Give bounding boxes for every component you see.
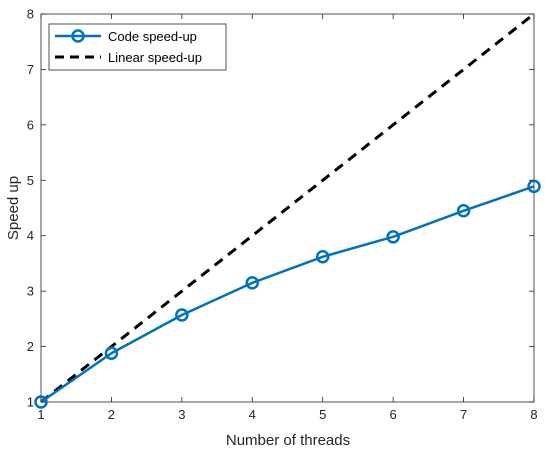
series-layer	[34, 12, 541, 409]
legend-label-linear-speed-up: Linear speed-up	[108, 50, 202, 65]
plot-area	[40, 13, 535, 403]
y-tick-label: 4	[27, 228, 34, 243]
y-tick-label: 8	[27, 7, 34, 22]
data-point-code-speed-up	[527, 179, 541, 194]
x-tick-label: 6	[390, 407, 397, 422]
x-tick-label: 8	[530, 407, 537, 422]
data-point-code-speed-up	[386, 230, 400, 244]
x-axis: 1 2 3 4 5 6 7 8	[37, 14, 538, 422]
plot-frame	[40, 13, 535, 403]
x-tick-label: 3	[178, 407, 185, 422]
data-point-code-speed-up	[315, 250, 330, 264]
y-tick-label: 7	[27, 62, 34, 77]
x-tick-label: 5	[319, 407, 326, 422]
data-point-code-speed-up	[175, 308, 189, 322]
x-tick-label: 1	[37, 407, 44, 422]
data-point-code-speed-up	[104, 346, 119, 360]
y-axis-title: Speed up	[5, 176, 22, 240]
y-tick-label: 6	[27, 117, 34, 132]
legend-marker-code-speed-up	[71, 29, 85, 43]
series-line-code-speed-up	[40, 185, 535, 404]
x-axis-title: Number of threads	[226, 432, 350, 449]
legend: Code speed-up Linear speed-up	[48, 23, 227, 71]
x-tick-label: 4	[249, 407, 256, 422]
x-tick-label: 2	[108, 407, 115, 422]
y-tick-label: 3	[27, 284, 34, 299]
y-tick-label: 1	[27, 395, 34, 410]
data-point-code-speed-up	[245, 276, 260, 290]
legend-label-code-speed-up: Code speed-up	[108, 29, 197, 44]
y-tick-label: 2	[27, 339, 34, 354]
data-point-code-speed-up	[34, 395, 48, 409]
y-tick-label: 5	[27, 173, 34, 188]
data-point-code-speed-up	[456, 204, 471, 218]
y-axis: 1 2 3 4 5 6 7 8	[27, 7, 534, 410]
x-tick-label: 7	[460, 407, 467, 422]
series-line-linear-speed-up	[40, 12, 535, 404]
